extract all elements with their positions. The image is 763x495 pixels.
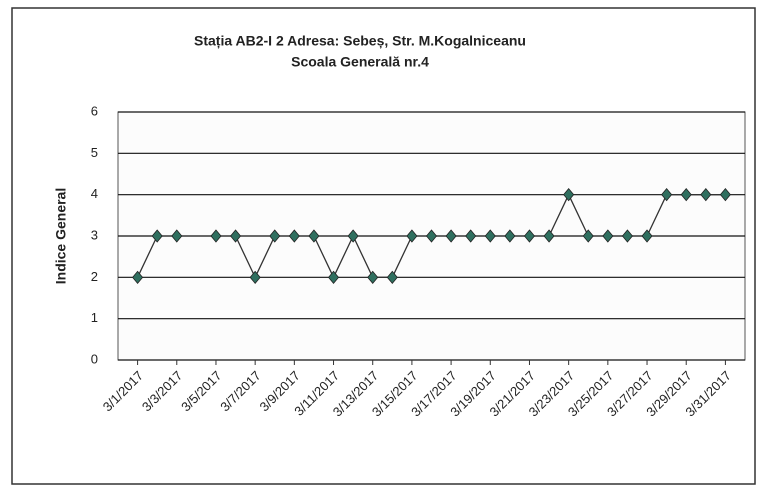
- data-point: [132, 270, 144, 284]
- data-point: [602, 229, 614, 243]
- data-point: [288, 229, 300, 243]
- data-point: [523, 229, 535, 243]
- data-point: [504, 229, 516, 243]
- data-point: [484, 229, 496, 243]
- data-point: [543, 229, 555, 243]
- data-point: [210, 229, 222, 243]
- data-point: [719, 188, 731, 202]
- chart-subtitle: Scoala Generală nr.4: [291, 54, 429, 70]
- data-point: [563, 188, 575, 202]
- data-point: [621, 229, 633, 243]
- y-tick-label: 3: [91, 227, 98, 242]
- data-point: [367, 270, 379, 284]
- y-tick-label: 6: [91, 103, 98, 118]
- y-tick-label: 2: [91, 269, 98, 284]
- data-point: [406, 229, 418, 243]
- data-point: [641, 229, 653, 243]
- data-point: [249, 270, 261, 284]
- data-point: [347, 229, 359, 243]
- y-axis-label: Indice General: [53, 188, 69, 284]
- y-tick-label: 4: [91, 186, 98, 201]
- data-point: [386, 270, 398, 284]
- data-point: [680, 188, 692, 202]
- data-point: [465, 229, 477, 243]
- y-tick-label: 5: [91, 145, 98, 160]
- data-point: [308, 229, 320, 243]
- data-point: [328, 270, 340, 284]
- y-tick-label: 0: [91, 351, 98, 366]
- data-point: [230, 229, 242, 243]
- data-point: [661, 188, 673, 202]
- data-point: [700, 188, 712, 202]
- data-point: [171, 229, 183, 243]
- data-point: [269, 229, 281, 243]
- data-point: [582, 229, 594, 243]
- data-point: [425, 229, 438, 243]
- data-point: [445, 229, 457, 243]
- data-point: [151, 229, 163, 243]
- chart-title: Stația AB2-I 2 Adresa: Sebeș, Str. M.Kog…: [194, 33, 526, 49]
- y-tick-label: 1: [91, 310, 98, 325]
